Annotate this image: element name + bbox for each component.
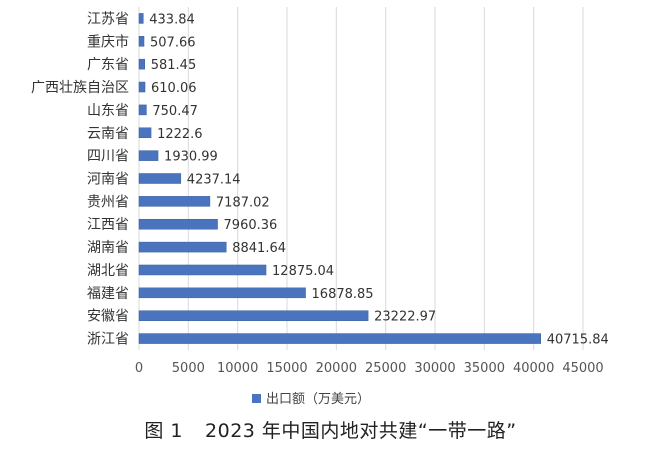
y-tick-label: 四川省 bbox=[87, 149, 129, 165]
legend-label: 出口额（万美元） bbox=[266, 392, 370, 407]
figure-number: 图 1 bbox=[144, 420, 184, 442]
x-tick-label: 20000 bbox=[316, 361, 357, 376]
data-label: 1930.99 bbox=[164, 150, 218, 165]
y-tick-label: 湖南省 bbox=[87, 240, 129, 256]
data-label: 7960.36 bbox=[224, 218, 278, 233]
bars bbox=[138, 13, 541, 344]
y-tick-label: 云南省 bbox=[87, 126, 129, 142]
data-label: 610.06 bbox=[151, 81, 197, 96]
data-labels: 433.84 507.66 581.45 610.06 750.47 1222.6 1930… bbox=[149, 12, 608, 347]
bar bbox=[138, 264, 267, 276]
figure-title: 2023 年中国内地对共建“一带一路” bbox=[205, 420, 517, 442]
x-tick-label: 45000 bbox=[562, 361, 603, 376]
data-label: 16878.85 bbox=[312, 287, 374, 302]
bar bbox=[138, 218, 218, 230]
bar bbox=[138, 287, 306, 299]
y-axis-tick-labels: 江苏省重庆市广东省广西壮族自治区山东省云南省四川省河南省贵州省江西省湖南省湖北省… bbox=[31, 11, 129, 347]
bar bbox=[138, 150, 159, 161]
y-tick-label: 江苏省 bbox=[87, 11, 129, 27]
data-label: 1222.6 bbox=[157, 127, 203, 142]
legend-swatch bbox=[252, 394, 261, 403]
data-label: 23222.97 bbox=[374, 310, 436, 325]
y-tick-label: 山东省 bbox=[87, 103, 129, 119]
y-tick-label: 重庆市 bbox=[87, 33, 129, 50]
x-tick-label: 5000 bbox=[172, 361, 205, 376]
x-axis-tick-labels: 0 5000 10000 15000 20000 25000 30000 35000 40000… bbox=[135, 361, 604, 376]
y-tick-label: 贵州省 bbox=[87, 194, 129, 210]
data-label: 7187.02 bbox=[216, 195, 270, 210]
y-tick-label: 广东省 bbox=[87, 57, 129, 73]
x-tick-label: 10000 bbox=[217, 361, 258, 376]
bar bbox=[138, 104, 147, 116]
y-tick-label: 浙江省 bbox=[87, 332, 129, 348]
bar bbox=[138, 173, 182, 184]
x-tick-label: 25000 bbox=[365, 361, 406, 376]
y-tick-label: 广西壮族自治区 bbox=[31, 80, 129, 96]
data-label: 581.45 bbox=[151, 58, 197, 73]
data-label: 8841.64 bbox=[232, 241, 286, 256]
data-label: 40715.84 bbox=[547, 333, 609, 348]
bar bbox=[138, 36, 145, 47]
legend: 出口额（万美元） bbox=[252, 392, 370, 407]
figure-caption: 图 1 2023 年中国内地对共建“一带一路” bbox=[0, 416, 661, 443]
bar bbox=[138, 333, 541, 344]
y-tick-label: 江西省 bbox=[87, 217, 129, 233]
y-tick-label: 福建省 bbox=[87, 286, 129, 302]
bar bbox=[138, 196, 211, 207]
y-tick-label: 安徽省 bbox=[87, 309, 129, 325]
x-tick-label: 40000 bbox=[513, 361, 554, 376]
x-tick-label: 35000 bbox=[464, 361, 505, 376]
bar-chart: 江苏省重庆市广东省广西壮族自治区山东省云南省四川省河南省贵州省江西省湖南省湖北省… bbox=[31, 7, 609, 407]
bar bbox=[138, 58, 145, 70]
data-label: 750.47 bbox=[152, 104, 198, 119]
data-label: 433.84 bbox=[149, 12, 195, 27]
bar bbox=[138, 241, 227, 253]
bar bbox=[138, 81, 146, 93]
data-label: 507.66 bbox=[150, 35, 196, 50]
x-tick-label: 30000 bbox=[414, 361, 455, 376]
bar bbox=[138, 127, 152, 139]
y-tick-label: 湖北省 bbox=[87, 263, 129, 279]
data-label: 12875.04 bbox=[272, 264, 334, 279]
grid-lines bbox=[138, 7, 584, 350]
y-tick-label: 河南省 bbox=[87, 172, 129, 188]
x-tick-label: 0 bbox=[135, 361, 143, 376]
bar bbox=[138, 13, 144, 24]
bar bbox=[138, 310, 369, 321]
data-label: 4237.14 bbox=[187, 173, 241, 188]
x-tick-label: 15000 bbox=[266, 361, 307, 376]
